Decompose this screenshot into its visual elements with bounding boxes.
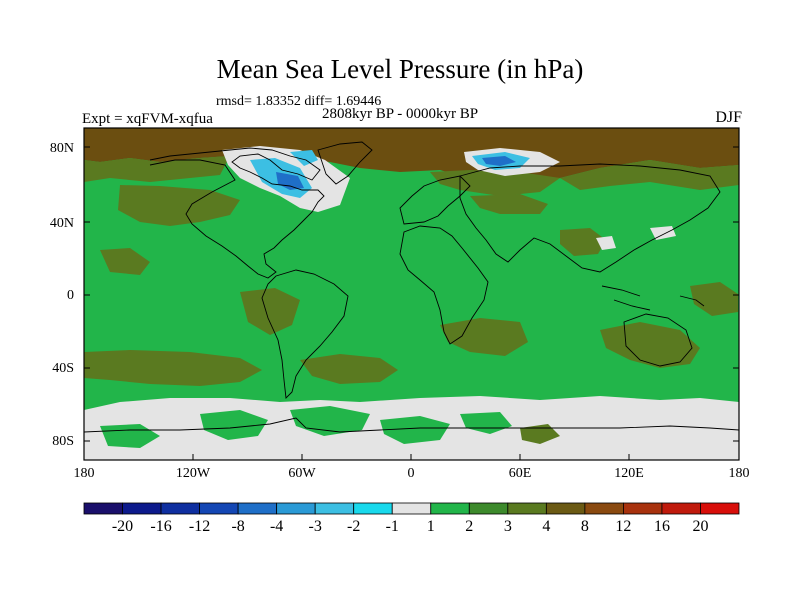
field-greenland-lightblue <box>290 150 318 166</box>
coast-australia <box>623 313 693 367</box>
colorbar-label: -12 <box>188 518 211 535</box>
field-asia-olive <box>560 228 606 256</box>
field-wpacific-olive <box>690 282 738 316</box>
field-siberia-olive <box>430 170 560 196</box>
colorbar-box <box>700 502 740 515</box>
coast-south-america <box>261 269 349 399</box>
lat-label-40n: 40N <box>49 216 74 231</box>
colorbar-label: 12 <box>615 518 632 535</box>
colorbar-box <box>276 502 316 515</box>
field-antarctic-green-3 <box>380 416 450 444</box>
colorbar-label: -8 <box>231 518 245 535</box>
colorbar-label: -3 <box>308 518 322 535</box>
field-eurasia-olive <box>560 160 739 190</box>
lat-label-80s: 80S <box>52 434 74 449</box>
field-arctic-olive <box>84 156 230 182</box>
lon-label-120e: 120E <box>614 466 644 481</box>
colorbar-box <box>623 502 663 515</box>
field-arctic-high <box>84 128 739 182</box>
field-nafrica-gray <box>650 226 676 240</box>
coast-islands <box>601 285 705 311</box>
coast-greenland <box>317 141 373 185</box>
colorbar-box <box>314 502 355 515</box>
chart-title: Mean Sea Level Pressure (in hPa) <box>216 54 584 84</box>
coast-antarctica <box>84 417 739 433</box>
lon-label-60e: 60E <box>508 466 532 481</box>
field-indian-olive <box>440 318 528 356</box>
colorbar-box <box>353 502 393 515</box>
field-epacific-olive <box>240 288 300 335</box>
field-antarctic-green-5 <box>460 412 512 434</box>
lon-label-0: 0 <box>407 466 415 481</box>
colorbar-label: 3 <box>503 518 512 535</box>
colorbar-box <box>391 502 432 515</box>
lat-label-eq: 0 <box>67 288 74 303</box>
colorbar-box <box>199 502 239 515</box>
field-tropics-olive-1 <box>100 248 150 275</box>
colorbar-label: -4 <box>269 518 284 535</box>
colorbar-label: 1 <box>426 518 435 535</box>
experiment-label: Expt = xqFVM-xqfua <box>82 111 213 127</box>
coast-north-america <box>149 147 325 279</box>
axis-ticks <box>84 146 739 460</box>
colorbar-box <box>507 502 547 515</box>
colorbar-label: 4 <box>542 518 551 535</box>
colorbar-label: 20 <box>692 518 709 535</box>
field-npacific-olive <box>118 185 240 226</box>
colorbar-box <box>468 502 509 515</box>
colorbar-label: -2 <box>347 518 361 535</box>
colorbar-box <box>83 502 123 515</box>
field-asia-gray <box>596 236 616 250</box>
lon-label-180e: 180 <box>728 466 750 481</box>
colorbar-label: -16 <box>150 518 172 535</box>
lat-label-80n: 80N <box>49 141 74 156</box>
coast-europe <box>399 175 471 225</box>
field-spacific-olive <box>84 350 262 386</box>
colorbar-box <box>160 502 200 515</box>
colorbar-box <box>584 502 624 515</box>
period-label: 2808kyr BP - 0000kyr BP <box>322 106 479 122</box>
colorbar-box <box>661 502 701 515</box>
colorbar-label: 2 <box>465 518 474 535</box>
colorbar-label: 8 <box>580 518 589 535</box>
coast-asia <box>459 163 721 273</box>
field-antarctic-olive <box>520 424 560 444</box>
colorbar-box <box>122 502 162 515</box>
lon-label-120w: 120W <box>175 466 211 481</box>
colorbar-label: 16 <box>653 518 670 535</box>
colorbar <box>83 502 740 515</box>
colorbar-box <box>430 502 470 515</box>
field-antarctic-green-1 <box>200 410 268 440</box>
coastlines <box>84 141 739 433</box>
map-field <box>84 128 739 460</box>
season-label: DJF <box>715 109 742 126</box>
colorbar-box <box>237 502 278 515</box>
field-siberia-blue <box>482 156 516 166</box>
lon-label-180w: 180 <box>73 466 95 481</box>
colorbar-label: -20 <box>111 518 134 535</box>
colorbar-box <box>545 502 586 515</box>
lat-label-40s: 40S <box>52 361 74 376</box>
field-natlantic-olive <box>470 194 548 214</box>
coast-africa <box>399 225 489 345</box>
colorbar-label: -1 <box>385 518 399 535</box>
rmsd-diff-stats: rmsd= 1.83352 diff= 1.69446 <box>216 94 382 109</box>
field-satlantic-olive <box>300 354 398 384</box>
lon-label-60w: 60W <box>288 466 316 481</box>
